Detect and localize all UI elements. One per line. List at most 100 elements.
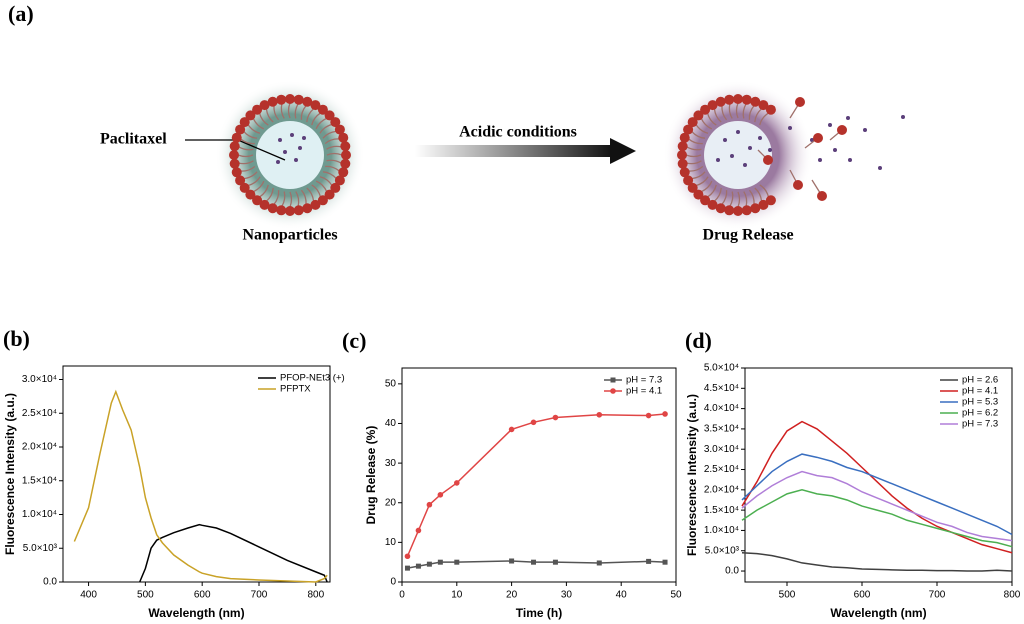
- legend-label: PFPTX: [280, 384, 311, 395]
- y-tick-label: 50: [385, 378, 397, 389]
- lipid-tail: [686, 146, 702, 151]
- y-tick-label: 4.0×10⁴: [704, 403, 739, 414]
- marker: [662, 411, 668, 417]
- lipid-head: [239, 182, 250, 193]
- y-tick-label: 3.0×10⁴: [22, 374, 57, 385]
- y-axis-title: Fluorescence Intensity (a.u.): [685, 394, 699, 556]
- lipid-head: [302, 203, 313, 214]
- y-tick-label: 0: [390, 577, 396, 588]
- plot-frame: [744, 367, 1013, 583]
- drug-dot: [810, 138, 814, 142]
- drug-dot: [768, 148, 772, 152]
- y-tick-label: 5.0×10³: [705, 545, 740, 556]
- lipid-head: [715, 96, 726, 107]
- series-line: [741, 552, 1013, 572]
- lipid-head: [693, 189, 704, 200]
- y-tick-label: 1.5×10⁴: [22, 475, 57, 486]
- x-tick-label: 20: [506, 590, 518, 601]
- lipid-head: [758, 100, 769, 111]
- drug-dot: [302, 136, 306, 140]
- lipid-head: [229, 141, 240, 152]
- drug-dot: [878, 166, 882, 170]
- lipid-head: [330, 182, 341, 193]
- lipid-head: [338, 167, 349, 178]
- lipid-tail: [243, 130, 258, 139]
- lipid-head: [239, 117, 250, 128]
- lipid-tail: [700, 180, 713, 193]
- y-tick-label: 5.0×10⁴: [704, 363, 739, 374]
- drug-dot: [748, 146, 752, 150]
- y-tick-label: 10: [385, 537, 397, 548]
- lipid-head: [334, 175, 345, 186]
- lipid-head: [724, 94, 735, 105]
- lipid-head: [340, 141, 351, 152]
- lipid-tail: [743, 191, 748, 207]
- lipid-tail: [281, 191, 286, 207]
- core: [256, 121, 324, 189]
- lipid-head: [341, 150, 351, 160]
- lipid-tail: [289, 191, 293, 208]
- marker: [437, 492, 444, 498]
- y-tick-label: 3.5×10⁴: [704, 424, 739, 435]
- lipid-head: [707, 199, 718, 210]
- legend-label: pH = 7.3: [626, 375, 662, 386]
- lipid-tail: [300, 105, 307, 120]
- lipid-tail: [259, 184, 269, 198]
- y-tick-label: 30: [385, 458, 397, 469]
- drug-dot: [758, 136, 762, 140]
- drug-dot: [901, 115, 905, 119]
- y-tick-label: 2.5×10⁴: [704, 464, 739, 475]
- marker: [415, 563, 421, 569]
- drug-dot: [298, 146, 302, 150]
- y-tick-label: 0.0: [43, 577, 57, 588]
- lipid-tail: [252, 117, 265, 130]
- panel-label: (d): [685, 328, 712, 353]
- lipid-head: [750, 203, 761, 214]
- y-tick-label: 1.0×10⁴: [704, 525, 739, 536]
- core: [704, 121, 772, 189]
- lipid-tail: [728, 103, 733, 119]
- y-tick-label: 20: [385, 497, 397, 508]
- lipid-head: [813, 133, 823, 143]
- lipid-head: [765, 195, 776, 206]
- lipid-head: [334, 124, 345, 135]
- y-tick-label: 4.5×10⁴: [704, 383, 739, 394]
- lipid-head: [677, 158, 688, 169]
- chart: (c) 0 10 20 30 40 50 0 10 20 30 40 50 Time (h) Drug Re…: [342, 328, 682, 620]
- legend-marker: [610, 377, 616, 383]
- lipid-tail: [315, 180, 328, 193]
- lipid-head: [317, 104, 328, 115]
- x-tick-label: 700: [251, 590, 268, 601]
- marker: [662, 559, 668, 565]
- y-tick-label: 1.0×10⁴: [22, 509, 57, 520]
- lipid-tail: [306, 108, 315, 123]
- drug-dot: [730, 154, 734, 158]
- lipid-head: [276, 94, 287, 105]
- lipid-tail: [713, 187, 722, 202]
- panel-label: (a): [8, 1, 34, 26]
- lipid-tail: [258, 112, 269, 126]
- marker: [646, 558, 652, 564]
- lipid-head: [793, 180, 803, 190]
- lipid-head: [741, 205, 752, 216]
- lipid-head: [235, 175, 246, 186]
- y-tick-label: 40: [385, 418, 397, 429]
- drug-dot: [743, 163, 747, 167]
- series-line: [407, 560, 666, 569]
- drug-dot: [846, 116, 850, 120]
- marker: [530, 419, 537, 426]
- lipid-head: [693, 110, 704, 121]
- lipid-tail: [754, 108, 763, 123]
- x-tick-label: 30: [561, 590, 573, 601]
- lipid-head: [317, 195, 328, 206]
- lipid-tail: [306, 187, 315, 202]
- lipid-head: [235, 124, 246, 135]
- x-tick-label: 800: [1004, 590, 1021, 601]
- lipid-head: [310, 199, 321, 210]
- lipid-head: [338, 132, 349, 143]
- lipid-tail: [265, 108, 274, 123]
- lipid-tail: [265, 187, 274, 202]
- lipid-head: [229, 150, 239, 160]
- lipid-head: [293, 94, 304, 105]
